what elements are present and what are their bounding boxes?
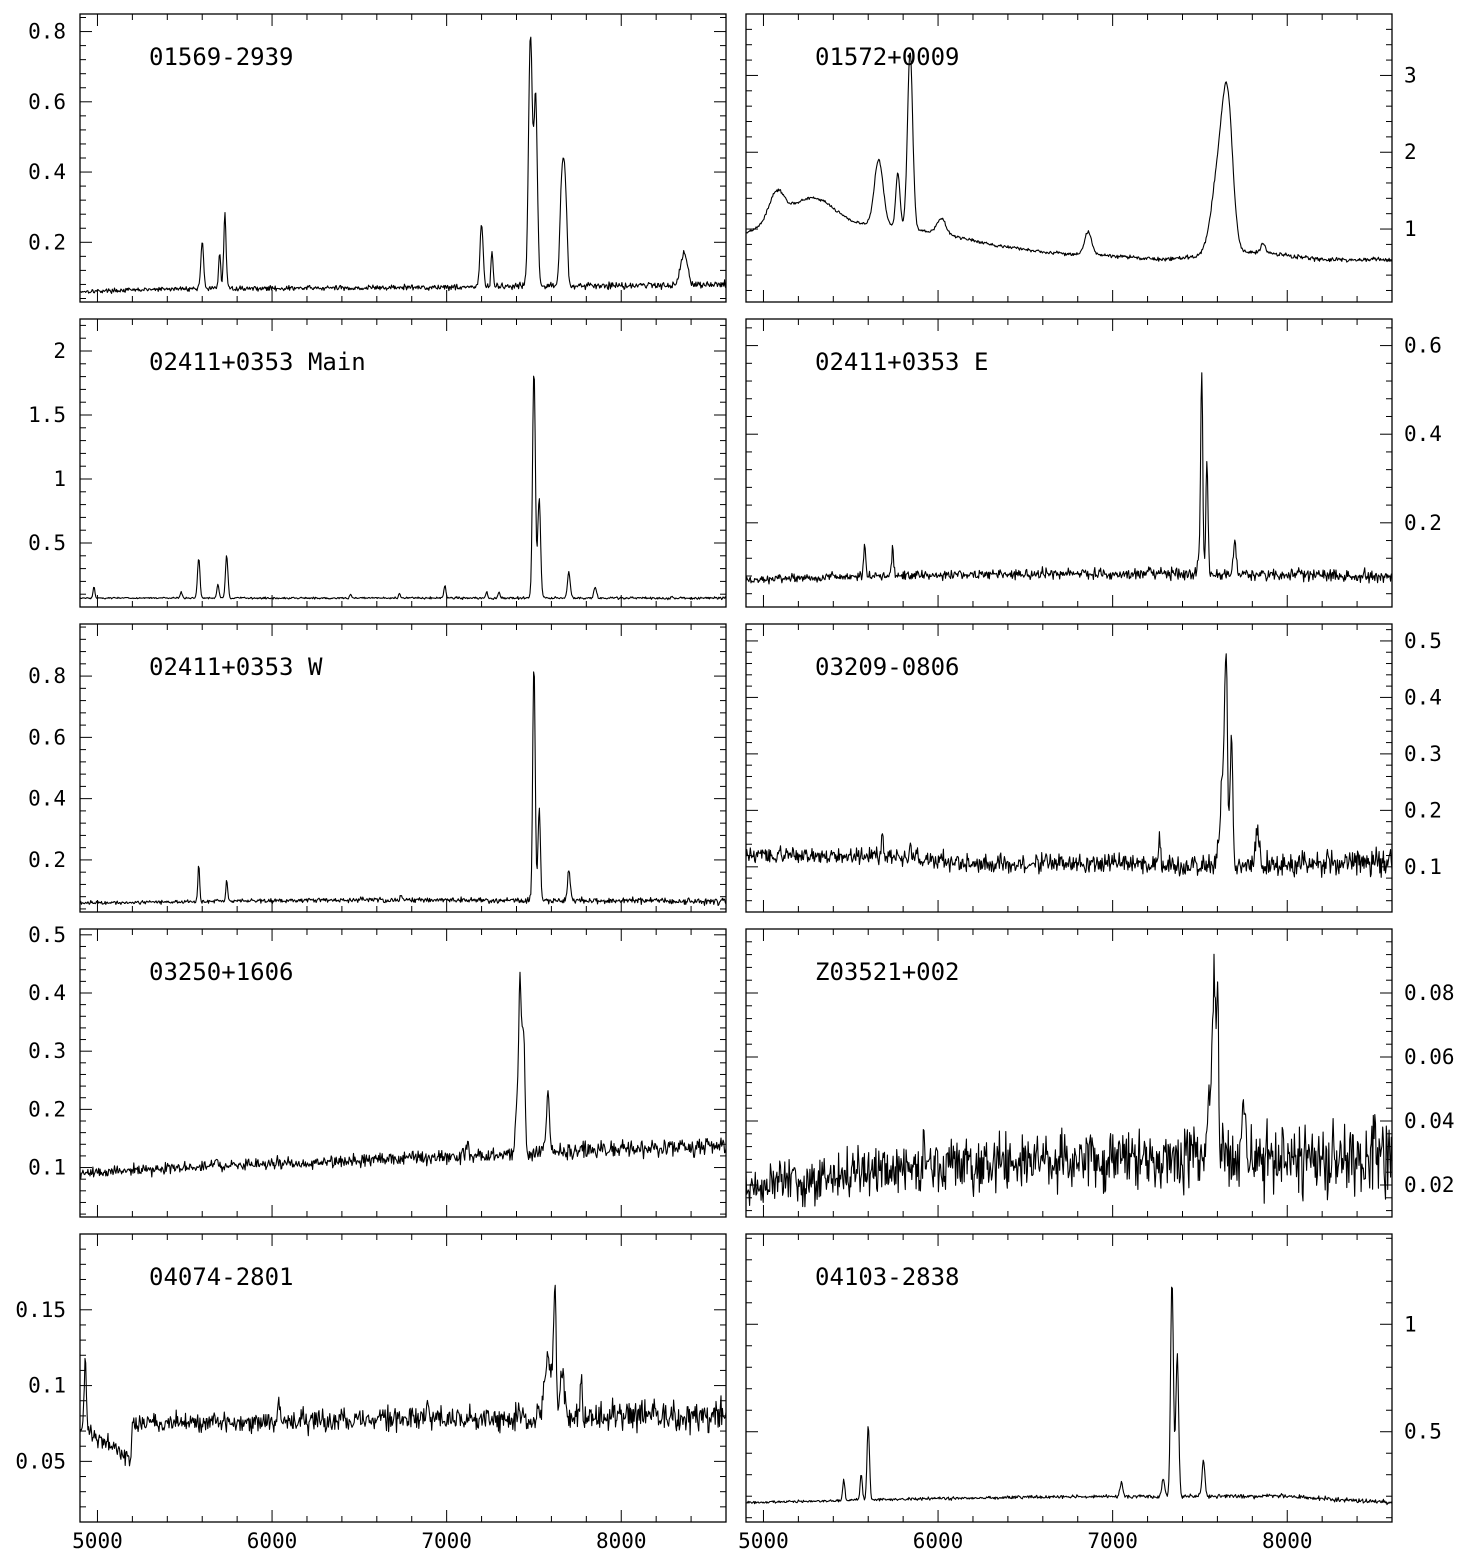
y-tick-label: 0.1 [1404,855,1442,879]
y-tick-label: 1 [53,467,66,491]
panel-frame [745,623,1393,913]
spectrum-name: 01569-2939 [149,43,294,71]
panel-6: 0.1 0.2 0.3 0.4 0.5 03209-0806 [745,623,1442,913]
panel-5: 0.2 0.4 0.6 0.8 02411+0353 W [28,623,727,913]
y-tick-label: 0.1 [28,1156,66,1180]
spectrum-line [79,671,727,907]
y-tick-label: 0.4 [1404,685,1442,709]
y-tick-label: 1 [1404,217,1417,241]
y-tick-label: 0.08 [1404,981,1455,1005]
y-tick-label: 0.5 [1404,1420,1442,1444]
y-tick-label: 0.2 [28,230,66,254]
y-tick-label: 2 [53,339,66,363]
spectrum-line [745,653,1393,878]
panel-1: 0.2 0.4 0.6 0.8 01569-2939 [28,13,727,303]
y-tick-label: 0.4 [1404,422,1442,446]
y-tick-label: 0.3 [28,1039,66,1063]
panel-9: 0.05 0.1 0.15 5000 6000 7000 8000 04074-2801 [15,1233,727,1553]
y-tick-label: 0.2 [28,1097,66,1121]
x-tick-label: 7000 [1087,1529,1138,1553]
panel-7: 0.1 0.2 0.3 0.4 0.5 03250+1606 [28,923,727,1218]
y-tick-label: 3 [1404,63,1417,87]
y-tick-label: 0.4 [28,160,66,184]
y-tick-label: 0.2 [28,848,66,872]
y-tick-label: 1 [1404,1312,1417,1336]
y-tick-label: 0.04 [1404,1109,1455,1133]
y-tick-label: 0.5 [28,923,66,947]
spectrum-name: Z03521+002 [815,958,960,986]
spectrum-name: 02411+0353 W [149,653,323,681]
panel-8: 0.02 0.04 0.06 0.08 Z03521+002 [745,928,1455,1218]
spectrum-name: 02411+0353 Main [149,348,366,376]
panel-3: 0.5 1 1.5 2 02411+0353 Main [28,318,727,608]
x-tick-label: 6000 [247,1529,298,1553]
y-tick-label: 0.1 [28,1374,66,1398]
spectrum-name: 03250+1606 [149,958,294,986]
spectrum-line [745,52,1393,263]
panel-frame [79,318,727,608]
spectrum-line [745,953,1393,1208]
y-tick-label: 0.5 [1404,629,1442,653]
y-tick-label: 0.2 [1404,798,1442,822]
x-tick-label: 8000 [1262,1529,1313,1553]
spectrum-line [745,1286,1393,1506]
panel-2: 1 2 3 01572+0009 [745,13,1417,303]
panel-frame [79,623,727,913]
y-tick-label: 0.6 [28,725,66,749]
x-tick-label: 8000 [596,1529,647,1553]
spectrum-name: 02411+0353 E [815,348,988,376]
panel-frame [79,1233,727,1523]
y-tick-label: 0.15 [15,1298,66,1322]
x-tick-label: 7000 [421,1529,472,1553]
spectrum-line [79,375,727,601]
spectrum-line [79,971,727,1180]
spectrum-line [79,1284,727,1467]
y-tick-label: 0.5 [28,531,66,555]
panel-frame [79,928,727,1218]
panel-4: 0.2 0.4 0.6 02411+0353 E [745,318,1442,608]
x-tick-label: 6000 [913,1529,964,1553]
y-tick-label: 2 [1404,140,1417,164]
y-tick-label: 0.3 [1404,742,1442,766]
panel-frame [745,318,1393,608]
spectrum-name: 04103-2838 [815,1263,960,1291]
spectrum-name: 01572+0009 [815,43,960,71]
panel-frame [745,1233,1393,1523]
y-tick-label: 0.6 [28,90,66,114]
y-tick-label: 0.05 [15,1449,66,1473]
panel-frame [745,13,1393,303]
y-tick-label: 0.2 [1404,511,1442,535]
y-tick-label: 0.06 [1404,1045,1455,1069]
y-tick-label: 0.02 [1404,1173,1455,1197]
spectrum-line [79,36,727,294]
spectrum-name: 04074-2801 [149,1263,294,1291]
y-tick-label: 0.8 [28,664,66,688]
y-tick-label: 0.4 [28,981,66,1005]
panel-10: 0.5 1 5000 6000 7000 8000 04103-2838 [738,1233,1442,1553]
panel-frame [745,928,1393,1218]
y-tick-label: 0.8 [28,20,66,44]
y-tick-label: 1.5 [28,403,66,427]
spectrum-line [745,372,1393,585]
y-tick-label: 0.6 [1404,334,1442,358]
y-tick-label: 0.4 [28,787,66,811]
spectrum-name: 03209-0806 [815,653,960,681]
x-tick-label: 5000 [72,1529,123,1553]
x-tick-label: 5000 [738,1529,789,1553]
